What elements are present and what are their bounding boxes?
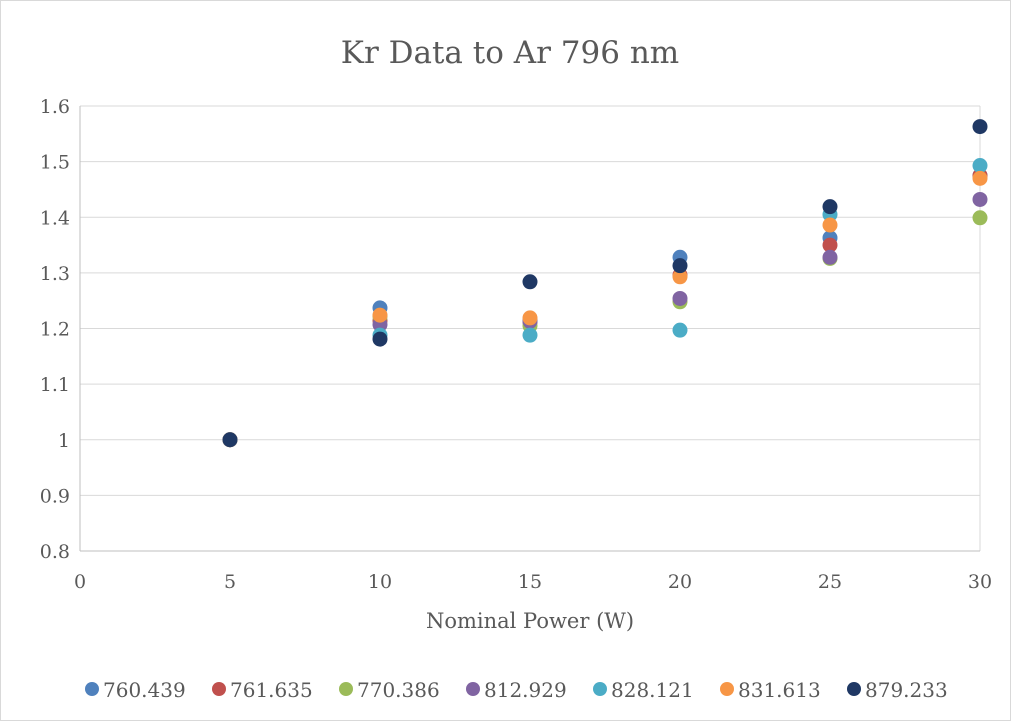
data-point-828.121-x20 <box>672 322 688 338</box>
tick-labels: 0.8 0.9 1 1.1 1.2 1.3 1.4 1.5 1.6 0 5 10 15 20 25 30 <box>40 96 992 593</box>
data-point-879.233-x5 <box>222 432 238 448</box>
legend-marker-828.121 <box>593 682 607 696</box>
x-axis-label: Nominal Power (W) <box>426 609 634 633</box>
data-point-879.233-x15 <box>522 274 538 290</box>
y-tick-label: 1.2 <box>40 319 70 341</box>
data-point-831.613-x10 <box>372 307 388 323</box>
legend-marker-812.929 <box>466 682 480 696</box>
data-points <box>222 119 988 448</box>
legend-label-828.121: 828.121 <box>611 678 694 702</box>
legend-item-812.929: 812.929 <box>466 678 567 702</box>
legend-label-831.613: 831.613 <box>738 678 821 702</box>
x-tick-label: 5 <box>224 571 236 593</box>
y-tick-label: 0.8 <box>40 541 70 563</box>
data-point-879.233-x20 <box>672 258 688 274</box>
data-point-831.613-x15 <box>522 310 538 326</box>
legend-marker-831.613 <box>720 682 734 696</box>
x-tick-label: 15 <box>518 571 542 593</box>
y-tick-label: 1.5 <box>40 152 70 174</box>
data-point-812.929-x20 <box>672 290 688 306</box>
y-tick-label: 0.9 <box>40 485 70 507</box>
y-tick-label: 1 <box>58 430 70 452</box>
data-point-828.121-x15 <box>522 327 538 343</box>
legend: 760.439 761.635 770.386 812.929 828.121 831.6… <box>85 678 948 702</box>
data-point-828.121-x30 <box>972 158 988 174</box>
legend-marker-770.386 <box>339 682 353 696</box>
legend-label-760.439: 760.439 <box>103 678 186 702</box>
legend-marker-761.635 <box>212 682 226 696</box>
y-tick-label: 1.3 <box>40 263 70 285</box>
data-point-831.613-x30 <box>972 170 988 186</box>
data-point-879.233-x25 <box>822 199 838 215</box>
data-point-831.613-x25 <box>822 217 838 233</box>
x-tick-label: 0 <box>74 571 86 593</box>
legend-marker-879.233 <box>847 682 861 696</box>
legend-label-770.386: 770.386 <box>357 678 440 702</box>
x-tick-label: 30 <box>968 571 992 593</box>
legend-item-770.386: 770.386 <box>339 678 440 702</box>
x-tick-label: 25 <box>818 571 842 593</box>
legend-label-812.929: 812.929 <box>484 678 567 702</box>
data-point-879.233-x30 <box>972 119 988 135</box>
legend-item-760.439: 760.439 <box>85 678 186 702</box>
y-tick-label: 1.1 <box>40 374 70 396</box>
y-tick-label: 1.6 <box>40 96 70 118</box>
legend-item-831.613: 831.613 <box>720 678 821 702</box>
x-tick-label: 10 <box>368 571 392 593</box>
data-point-770.386-x30 <box>972 210 988 226</box>
chart-title: Kr Data to Ar 796 nm <box>341 35 679 71</box>
data-point-879.233-x10 <box>372 331 388 347</box>
legend-item-828.121: 828.121 <box>593 678 694 702</box>
data-point-831.613-x20 <box>672 269 688 285</box>
data-point-812.929-x25 <box>822 249 838 265</box>
data-point-761.635-x25 <box>822 237 838 253</box>
y-tick-label: 1.4 <box>40 207 70 229</box>
legend-label-761.635: 761.635 <box>230 678 313 702</box>
legend-item-761.635: 761.635 <box>212 678 313 702</box>
data-point-812.929-x30 <box>972 191 988 207</box>
legend-label-879.233: 879.233 <box>865 678 948 702</box>
axes <box>79 106 980 552</box>
legend-item-879.233: 879.233 <box>847 678 948 702</box>
legend-marker-760.439 <box>85 682 99 696</box>
x-tick-label: 20 <box>668 571 692 593</box>
